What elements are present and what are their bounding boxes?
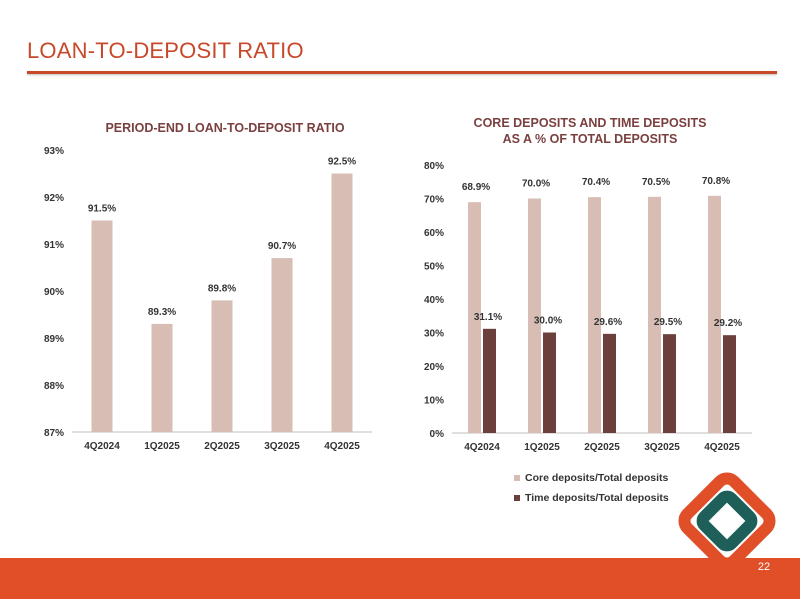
ltd-y-tick-label: 92%	[44, 193, 64, 204]
ltd-bar	[331, 173, 353, 432]
deposits-y-tick-label: 70%	[424, 195, 444, 206]
ltd-x-tick-label: 4Q2025	[324, 441, 360, 452]
core-deposits-bar	[588, 197, 601, 433]
footer-bar	[0, 558, 800, 599]
deposits-y-tick-label: 0%	[430, 429, 445, 440]
deposits-chart-title: CORE DEPOSITS AND TIME DEPOSITS AS A % O…	[425, 115, 755, 147]
time-deposits-bar	[483, 328, 496, 433]
core-deposits-data-label: 68.9%	[462, 182, 490, 193]
deposits-y-tick-label: 50%	[424, 262, 444, 273]
ltd-y-tick-label: 87%	[44, 428, 64, 439]
ltd-y-tick-label: 93%	[44, 146, 64, 157]
ltd-bar	[151, 323, 173, 432]
deposits-chart-title-line-1: CORE DEPOSITS AND TIME DEPOSITS	[473, 116, 707, 130]
deposits-y-tick-label: 80%	[424, 161, 444, 172]
ltd-y-tick-label: 88%	[44, 381, 64, 392]
deposits-x-tick-label: 4Q2025	[704, 442, 740, 453]
ltd-data-label: 89.8%	[208, 283, 236, 294]
time-deposits-data-label: 29.6%	[594, 317, 622, 328]
deposits-x-tick-label: 1Q2025	[524, 442, 560, 453]
time-deposits-bar	[603, 333, 616, 433]
ltd-data-label: 90.7%	[268, 241, 296, 252]
time-deposits-data-label: 30.0%	[534, 316, 562, 327]
ltd-y-tick-label: 91%	[44, 240, 64, 251]
deposits-y-tick-label: 40%	[424, 295, 444, 306]
deposits-y-tick-label: 10%	[424, 396, 444, 407]
time-deposits-bar	[723, 335, 736, 433]
legend-label-time: Time deposits/Total deposits	[525, 492, 669, 504]
title-divider	[27, 71, 777, 74]
ltd-x-tick-label: 2Q2025	[204, 441, 240, 452]
time-deposits-data-label: 29.2%	[714, 318, 742, 329]
ltd-chart-title: PERIOD-END LOAN-TO-DEPOSIT RATIO	[60, 120, 390, 136]
ltd-y-tick-label: 90%	[44, 287, 64, 298]
deposits-y-tick-label: 60%	[424, 228, 444, 239]
core-deposits-data-label: 70.4%	[582, 177, 610, 188]
time-deposits-data-label: 31.1%	[474, 312, 502, 323]
deposits-chart-title-line-2: AS A % OF TOTAL DEPOSITS	[502, 132, 678, 146]
legend-swatch-core	[514, 475, 520, 481]
diamond-logo-icon	[678, 472, 776, 570]
core-deposits-bar	[648, 196, 661, 433]
page-title: LOAN-TO-DEPOSIT RATIO	[27, 38, 304, 63]
deposits-y-tick-label: 20%	[424, 362, 444, 373]
time-deposits-data-label: 29.5%	[654, 317, 682, 328]
ltd-bar	[271, 258, 293, 432]
ltd-data-label: 92.5%	[328, 157, 356, 168]
core-deposits-bar	[708, 195, 721, 433]
ltd-bar	[211, 300, 233, 432]
deposits-x-tick-label: 2Q2025	[584, 442, 620, 453]
legend-label-core: Core deposits/Total deposits	[525, 472, 668, 484]
page-number: 22	[757, 561, 771, 573]
ltd-y-tick-label: 89%	[44, 334, 64, 345]
deposits-x-tick-label: 3Q2025	[644, 442, 680, 453]
ltd-bar	[91, 220, 113, 432]
deposits-x-tick-label: 4Q2024	[464, 442, 500, 453]
core-deposits-data-label: 70.5%	[642, 177, 670, 188]
time-deposits-bar	[663, 334, 676, 433]
ltd-x-tick-label: 3Q2025	[264, 441, 300, 452]
deposits-y-tick-label: 30%	[424, 329, 444, 340]
ltd-data-label: 91.5%	[88, 204, 116, 215]
time-deposits-bar	[543, 332, 556, 433]
ltd-data-label: 89.3%	[148, 307, 176, 318]
core-deposits-bar	[468, 202, 481, 433]
core-deposits-data-label: 70.8%	[702, 176, 730, 187]
ltd-x-tick-label: 4Q2024	[84, 441, 120, 452]
core-deposits-bar	[528, 198, 541, 433]
ltd-x-tick-label: 1Q2025	[144, 441, 180, 452]
legend-swatch-time	[514, 495, 520, 501]
ltd-chart-title-text: PERIOD-END LOAN-TO-DEPOSIT RATIO	[105, 121, 345, 135]
core-deposits-data-label: 70.0%	[522, 179, 550, 190]
